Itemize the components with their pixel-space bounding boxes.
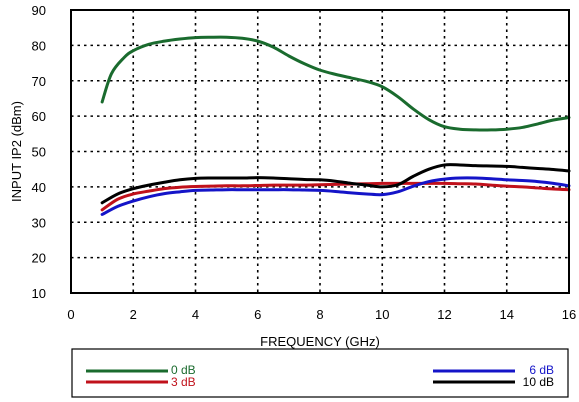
series-lines	[100, 35, 571, 216]
axis-ticks: 0 2 4 6 8 10 12 14 16 10 20 30 40 50 60 70 80 90	[32, 3, 577, 322]
x-tick-label: 6	[254, 307, 261, 322]
plot-frame	[70, 9, 570, 294]
y-tick-label: 70	[32, 74, 46, 89]
y-tick-label: 10	[32, 286, 46, 301]
x-tick-label: 12	[437, 307, 451, 322]
legend-label: 10 dB	[523, 375, 554, 389]
legend-label: 0 dB	[171, 363, 196, 377]
legend-label: 6 dB	[529, 363, 554, 377]
x-tick-label: 14	[500, 307, 514, 322]
x-tick-label: 2	[130, 307, 137, 322]
legend-label: 3 dB	[171, 375, 196, 389]
y-tick-label: 30	[32, 215, 46, 230]
series-line-6-db	[100, 176, 571, 216]
x-tick-label: 16	[562, 307, 576, 322]
x-tick-label: 4	[192, 307, 199, 322]
y-tick-label: 40	[32, 180, 46, 195]
x-axis-label: FREQUENCY (GHz)	[260, 334, 380, 349]
y-tick-label: 80	[32, 38, 46, 53]
y-tick-label: 90	[32, 3, 46, 18]
series-line-3-db	[100, 181, 571, 212]
y-tick-label: 20	[32, 251, 46, 266]
grid	[71, 10, 569, 293]
legend-box	[71, 348, 569, 398]
y-tick-label: 60	[32, 109, 46, 124]
x-tick-label: 0	[67, 307, 74, 322]
x-tick-label: 10	[375, 307, 389, 322]
x-tick-label: 8	[316, 307, 323, 322]
y-axis-label: INPUT IP2 (dBm)	[9, 101, 24, 202]
series-line-10-db	[100, 163, 571, 205]
y-tick-label: 50	[32, 145, 46, 160]
series-line-0-db	[100, 35, 571, 132]
